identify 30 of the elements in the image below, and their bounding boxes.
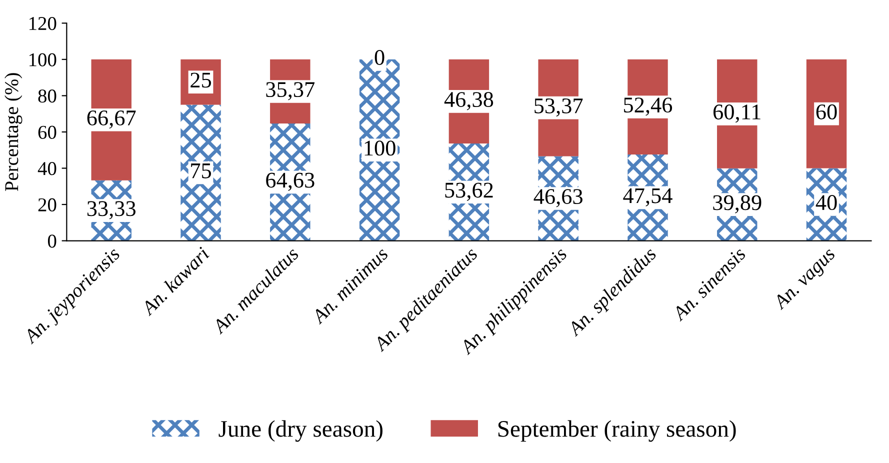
data-label: 100 [364, 140, 396, 156]
legend-label: September (rainy season) [498, 420, 736, 442]
y-axis-title: Percentage (%) [4, 73, 22, 192]
data-label: 33,33 [87, 201, 136, 220]
data-label: 66,67 [87, 110, 136, 129]
data-label: 35,37 [266, 82, 315, 100]
data-label: 53,37 [534, 98, 583, 117]
y-tick-label: 100 [29, 53, 56, 66]
data-label: 75 [191, 164, 212, 178]
bar [806, 59, 847, 168]
y-tick-label: 60 [38, 126, 56, 139]
data-label: 39,89 [713, 195, 762, 214]
data-label: 47,54 [623, 188, 672, 206]
y-tick-label: 80 [38, 90, 56, 103]
data-label: 60 [816, 104, 837, 120]
y-tick-label: 20 [38, 198, 56, 212]
data-label: 53,62 [445, 182, 493, 201]
data-label: 46,38 [444, 92, 494, 110]
legend-label: June (dry season) [218, 420, 382, 442]
data-label: 25 [190, 72, 212, 88]
y-tick-label: 0 [48, 234, 56, 248]
data-label: 46,63 [534, 189, 582, 208]
data-label: 64,63 [266, 172, 314, 191]
data-label: 60,11 [714, 104, 760, 123]
y-tick-label: 120 [29, 16, 56, 30]
bar [180, 104, 221, 241]
y-tick-label: 40 [38, 162, 56, 176]
data-label: 40 [816, 195, 837, 210]
data-label: 0 [374, 50, 384, 65]
data-label: 52,46 [624, 98, 672, 116]
